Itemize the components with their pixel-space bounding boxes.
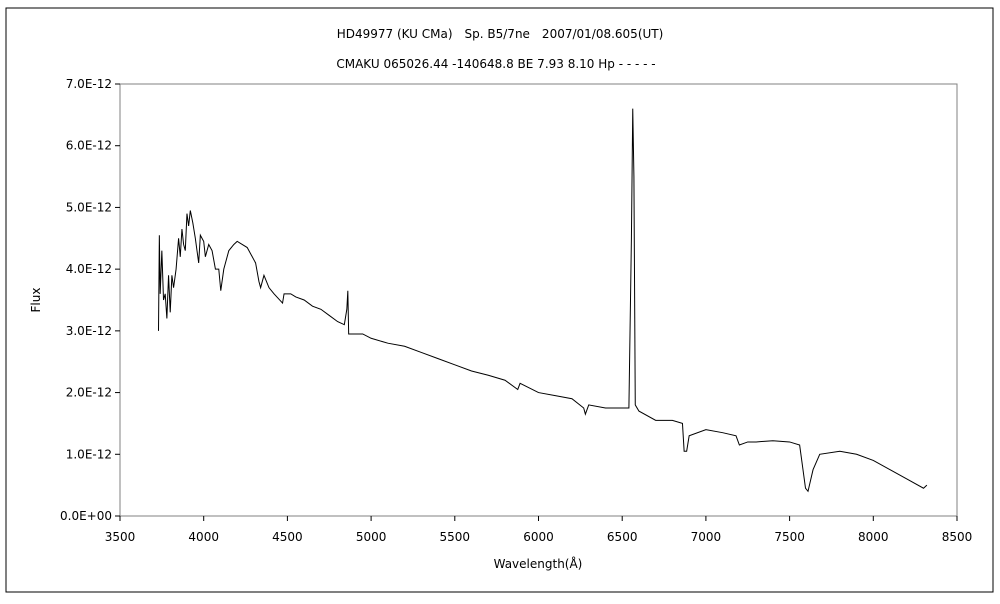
x-tick-label: 8000 (858, 530, 889, 544)
y-tick-label: 5.0E-12 (66, 200, 112, 214)
y-tick-label: 0.0E+00 (60, 509, 112, 523)
x-tick-label: 6500 (607, 530, 638, 544)
x-tick-label: 3500 (105, 530, 136, 544)
x-tick-label: 7000 (691, 530, 722, 544)
x-tick-label: 5000 (356, 530, 387, 544)
x-tick-label: 5500 (440, 530, 471, 544)
x-tick-label: 7500 (774, 530, 805, 544)
x-tick-label: 6000 (523, 530, 554, 544)
x-axis-label: Wavelength(Å) (494, 556, 583, 571)
chart-frame (5, 7, 994, 593)
chart-title: HD49977 (KU CMa) Sp. B5/7ne 2007/01/08.6… (337, 27, 664, 41)
y-tick-label: 7.0E-12 (66, 77, 112, 91)
y-tick-label: 4.0E-12 (66, 262, 112, 276)
x-tick-label: 4500 (272, 530, 303, 544)
x-tick-label: 4000 (188, 530, 219, 544)
y-tick-label: 6.0E-12 (66, 139, 112, 153)
y-tick-label: 3.0E-12 (66, 324, 112, 338)
chart-subtitle: CMAKU 065026.44 -140648.8 BE 7.93 8.10 H… (336, 57, 655, 71)
spectrum-line (158, 108, 928, 493)
x-tick-label: 8500 (942, 530, 973, 544)
y-tick-label: 1.0E-12 (66, 447, 112, 461)
y-axis-label: Flux (29, 288, 43, 313)
y-tick-label: 2.0E-12 (66, 386, 112, 400)
